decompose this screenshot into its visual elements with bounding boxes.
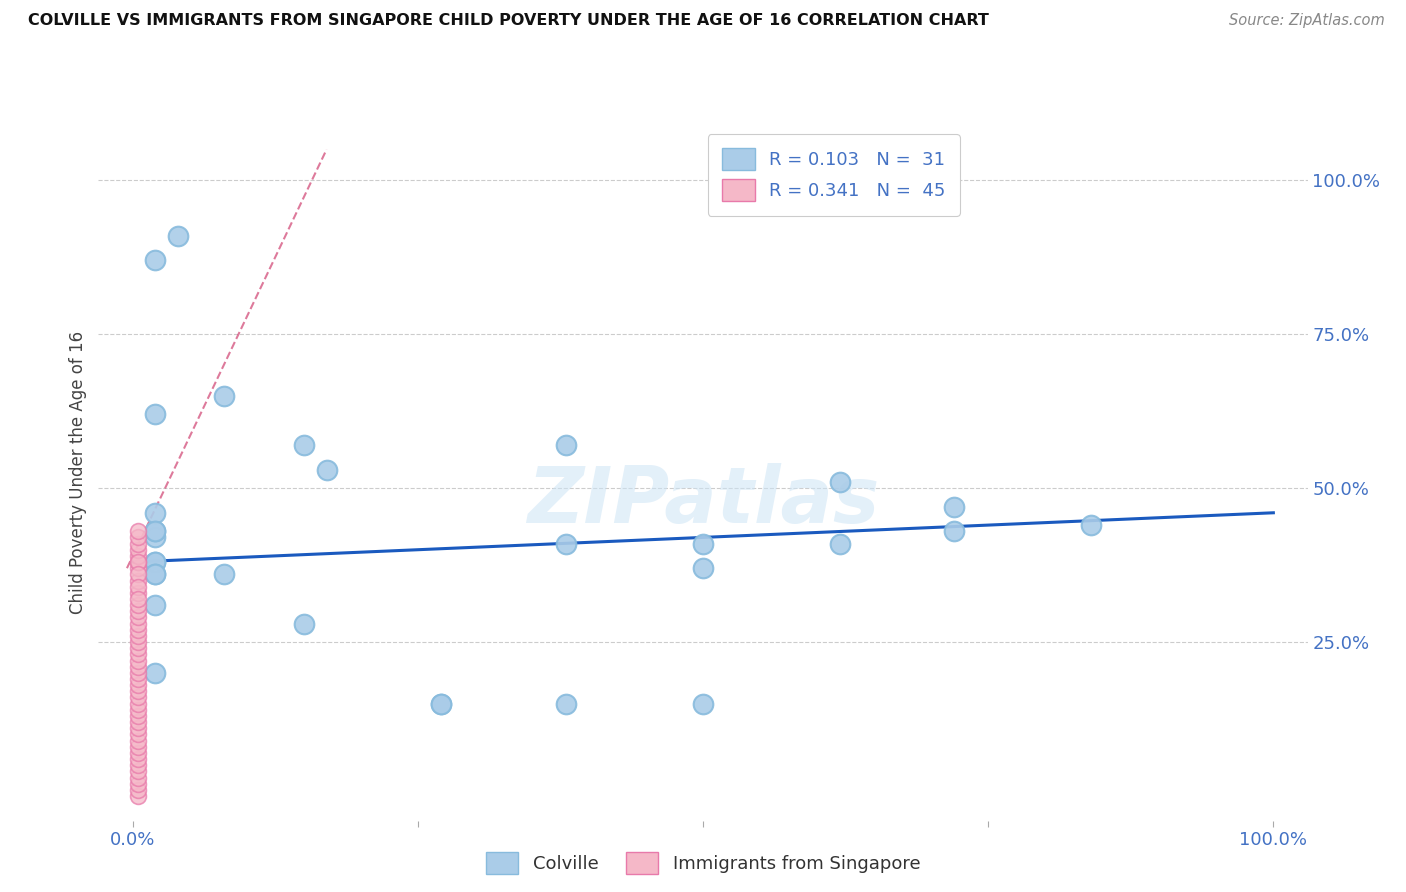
Point bbox=[145, 555, 167, 569]
Point bbox=[127, 542, 149, 557]
Point bbox=[127, 530, 149, 544]
Point bbox=[127, 777, 149, 791]
Point bbox=[127, 771, 149, 785]
Point bbox=[555, 536, 578, 550]
Point bbox=[145, 524, 167, 539]
Point bbox=[292, 616, 315, 631]
Point bbox=[127, 616, 149, 631]
Point bbox=[127, 586, 149, 600]
Point bbox=[127, 697, 149, 711]
Point bbox=[145, 524, 167, 539]
Point bbox=[315, 463, 337, 477]
Point bbox=[127, 721, 149, 735]
Point bbox=[828, 536, 851, 550]
Point bbox=[127, 635, 149, 649]
Text: ZIPatlas: ZIPatlas bbox=[527, 463, 879, 539]
Point bbox=[127, 709, 149, 723]
Point bbox=[145, 598, 167, 612]
Point bbox=[145, 555, 167, 569]
Point bbox=[212, 389, 235, 403]
Point bbox=[942, 500, 965, 514]
Point bbox=[692, 697, 714, 711]
Point bbox=[127, 561, 149, 575]
Point bbox=[429, 697, 451, 711]
Point bbox=[145, 506, 167, 520]
Y-axis label: Child Poverty Under the Age of 16: Child Poverty Under the Age of 16 bbox=[69, 331, 87, 615]
Point bbox=[145, 530, 167, 544]
Point bbox=[127, 574, 149, 588]
Point bbox=[127, 604, 149, 618]
Point bbox=[145, 567, 167, 582]
Point bbox=[127, 782, 149, 797]
Point bbox=[127, 598, 149, 612]
Point bbox=[212, 567, 235, 582]
Point bbox=[127, 580, 149, 594]
Point bbox=[127, 703, 149, 717]
Point bbox=[127, 733, 149, 747]
Point bbox=[292, 438, 315, 452]
Point bbox=[127, 789, 149, 803]
Point bbox=[145, 665, 167, 680]
Point bbox=[127, 659, 149, 673]
Point bbox=[429, 697, 451, 711]
Point bbox=[127, 727, 149, 741]
Point bbox=[167, 228, 190, 243]
Point bbox=[127, 567, 149, 582]
Point bbox=[127, 739, 149, 754]
Point bbox=[127, 629, 149, 643]
Point bbox=[127, 654, 149, 668]
Point bbox=[127, 665, 149, 680]
Point bbox=[942, 524, 965, 539]
Point bbox=[127, 672, 149, 686]
Point bbox=[127, 746, 149, 760]
Point bbox=[555, 438, 578, 452]
Point bbox=[127, 648, 149, 662]
Point bbox=[127, 641, 149, 656]
Point bbox=[127, 536, 149, 550]
Point bbox=[127, 610, 149, 624]
Point bbox=[692, 536, 714, 550]
Point bbox=[127, 684, 149, 698]
Point bbox=[1080, 518, 1102, 533]
Text: COLVILLE VS IMMIGRANTS FROM SINGAPORE CHILD POVERTY UNDER THE AGE OF 16 CORRELAT: COLVILLE VS IMMIGRANTS FROM SINGAPORE CH… bbox=[28, 13, 988, 29]
Point bbox=[692, 561, 714, 575]
Point bbox=[127, 752, 149, 766]
Point bbox=[127, 764, 149, 779]
Point bbox=[127, 524, 149, 539]
Point bbox=[145, 407, 167, 421]
Legend: Colville, Immigrants from Singapore: Colville, Immigrants from Singapore bbox=[478, 845, 928, 881]
Point bbox=[127, 758, 149, 772]
Point bbox=[145, 253, 167, 268]
Point bbox=[127, 592, 149, 607]
Point bbox=[127, 690, 149, 705]
Point bbox=[555, 697, 578, 711]
Point bbox=[828, 475, 851, 489]
Point bbox=[127, 549, 149, 563]
Point bbox=[145, 567, 167, 582]
Point bbox=[127, 715, 149, 730]
Point bbox=[127, 623, 149, 637]
Point bbox=[127, 555, 149, 569]
Point bbox=[127, 555, 149, 569]
Point bbox=[127, 678, 149, 692]
Text: Source: ZipAtlas.com: Source: ZipAtlas.com bbox=[1229, 13, 1385, 29]
